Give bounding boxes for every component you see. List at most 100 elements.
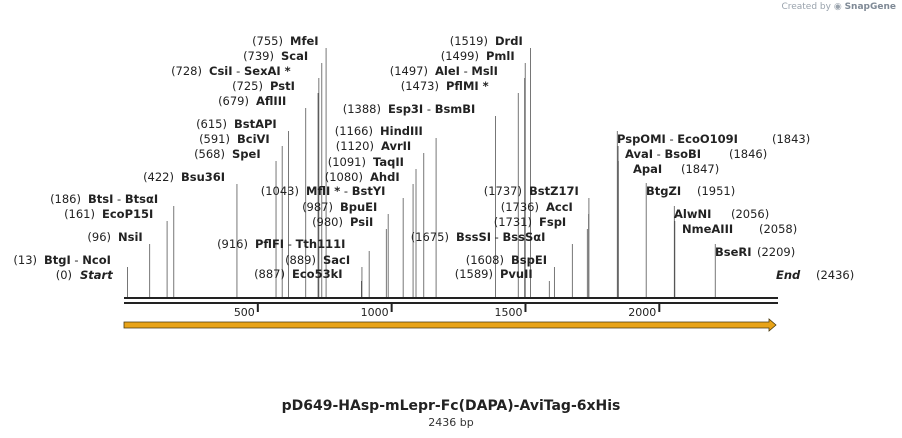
start-label: Start [80,268,113,282]
site-position: (1731) [494,215,532,229]
site-names: PvuII [500,267,533,281]
site-names: PstI [270,79,295,93]
site-names: AccI [546,200,573,214]
enzyme-name[interactable]: BtsαI [125,192,158,206]
enzyme-name[interactable]: MfeI [290,34,319,48]
site-names: AvrII [381,139,411,153]
site-position: (568) [194,147,225,161]
enzyme-name[interactable]: AhdI [370,170,400,184]
enzyme-name[interactable]: AflIII [256,94,286,108]
enzyme-name[interactable]: MflI * [306,184,340,198]
site-position: (755) [252,34,283,48]
site-names: EcoP15I [102,207,153,221]
enzyme-name[interactable]: CsiI [209,64,233,78]
site-position: (1388) [343,102,381,116]
site-names: NmeAIII [682,222,733,236]
construct-name: pD649-HAsp-mLepr-Fc(DAPA)-AviTag-6xHis [281,398,621,414]
enzyme-name[interactable]: PflFI [255,237,284,251]
site-names: AhdI [370,170,400,184]
site-position: (1736) [501,200,539,214]
site-names: ScaI [281,49,308,63]
enzyme-name[interactable]: AlwNI [674,207,711,221]
enzyme-name[interactable]: FspI [539,215,566,229]
site-position: (186) [50,192,81,206]
site-position: (615) [196,117,227,131]
enzyme-name[interactable]: Bsu36I [181,170,225,184]
site-names: AlwNI [674,207,711,221]
enzyme-name[interactable]: DrdI [495,34,523,48]
enzyme-name[interactable]: SpeI [232,147,261,161]
enzyme-name[interactable]: BstZ17I [529,184,579,198]
site-position: (1951) [697,184,735,198]
enzyme-name[interactable]: BtgI [44,253,71,267]
name-separator: - [340,184,351,198]
enzyme-name[interactable]: AleI [435,64,460,78]
site-names: Eco53kI [292,267,343,281]
site-position: (13) [13,253,37,267]
site-names: BpuEI [340,200,377,214]
enzyme-name[interactable]: NcoI [82,253,111,267]
enzyme-name[interactable]: PmlI [486,49,515,63]
enzyme-name[interactable]: BsmBI [435,102,476,116]
enzyme-name[interactable]: AvaI [625,147,653,161]
enzyme-name[interactable]: Eco53kI [292,267,343,281]
enzyme-name[interactable]: BtsI [88,192,113,206]
site-names: BssSI - BssSαI [456,230,545,244]
enzyme-name[interactable]: BseRI [715,245,752,259]
end-label: End [776,268,801,282]
enzyme-name[interactable]: TaqII [373,155,404,169]
site-position: (161) [64,207,95,221]
site-position: (1846) [729,147,767,161]
site-position: (916) [217,237,248,251]
enzyme-name[interactable]: SexAI * [244,64,291,78]
enzyme-name[interactable]: BsoBI [665,147,702,161]
name-separator: - [113,192,124,206]
enzyme-name[interactable]: PspOMI [617,132,666,146]
site-names: BspEI [511,253,547,267]
name-separator: - [491,230,502,244]
enzyme-name[interactable]: PstI [270,79,295,93]
site-names: SacI [323,253,350,267]
enzyme-name[interactable]: SacI [323,253,350,267]
site-position: (980) [312,215,343,229]
enzyme-name[interactable]: BstAPI [234,117,277,131]
start-position: (0) [56,268,72,282]
enzyme-name[interactable]: PvuII [500,267,533,281]
enzyme-name[interactable]: Esp3I [388,102,423,116]
enzyme-name[interactable]: EcoO109I [677,132,738,146]
site-names: AflIII [256,94,286,108]
enzyme-name[interactable]: AccI [546,200,573,214]
name-separator: - [423,102,434,116]
site-names: PsiI [350,215,373,229]
enzyme-name[interactable]: AvrII [381,139,411,153]
enzyme-name[interactable]: BpuEI [340,200,377,214]
enzyme-name[interactable]: NsiI [118,230,143,244]
enzyme-name[interactable]: BssSI [456,230,491,244]
enzyme-name[interactable]: PflMI * [446,79,489,93]
enzyme-name[interactable]: BstYI [352,184,386,198]
enzyme-name[interactable]: EcoP15I [102,207,153,221]
site-position: (1737) [484,184,522,198]
snapgene-logo-icon: ◉ [833,2,842,12]
site-names: PmlI [486,49,515,63]
construct-length: 2436 bp [428,416,474,429]
enzyme-name[interactable]: BciVI [237,132,270,146]
site-names: BseRI [715,245,752,259]
site-position: (96) [87,230,111,244]
enzyme-name[interactable]: BssSαI [503,230,546,244]
enzyme-name[interactable]: Tth111I [296,237,346,251]
enzyme-name[interactable]: BtgZI [646,184,681,198]
enzyme-name[interactable]: NmeAIII [682,222,733,236]
site-position: (422) [143,170,174,184]
enzyme-name[interactable]: HindIII [380,124,423,138]
enzyme-name[interactable]: MslI [471,64,498,78]
enzyme-name[interactable]: PsiI [350,215,373,229]
feature-arrow [123,318,777,332]
enzyme-name[interactable]: ScaI [281,49,308,63]
credit-brand: SnapGene [844,2,896,12]
enzyme-name[interactable]: BspEI [511,253,547,267]
enzyme-name[interactable]: ApaI [633,162,662,176]
ruler-tick-label: 1000 [361,306,389,319]
site-names: CsiI - SexAI * [209,64,291,78]
site-position: (1519) [450,34,488,48]
